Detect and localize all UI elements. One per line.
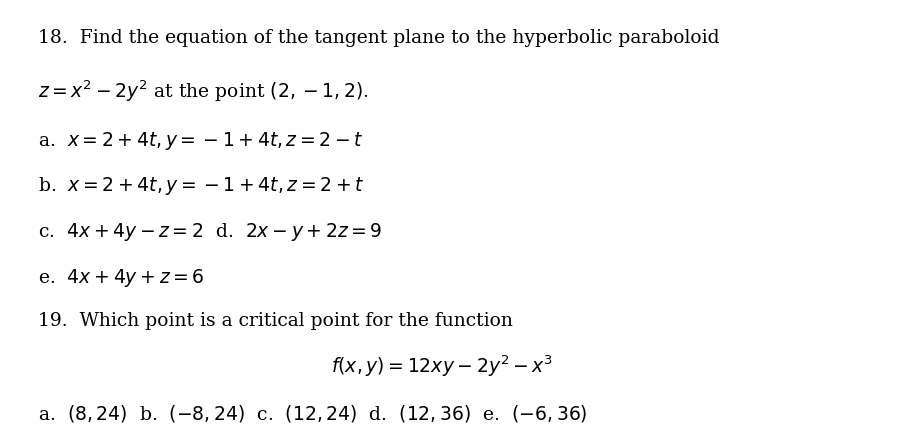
Text: b.  $x = 2 + 4t, y = -1 + 4t, z = 2 + t$: b. $x = 2 + 4t, y = -1 + 4t, z = 2 + t$: [38, 176, 365, 198]
Text: a.  $x = 2 + 4t, y = -1 + 4t, z = 2 - t$: a. $x = 2 + 4t, y = -1 + 4t, z = 2 - t$: [38, 130, 364, 152]
Text: e.  $4x + 4y + z = 6$: e. $4x + 4y + z = 6$: [38, 267, 205, 288]
Text: a.  $(8, 24)$  b.  $(-8, 24)$  c.  $(12, 24)$  d.  $(12, 36)$  e.  $(-6, 36)$: a. $(8, 24)$ b. $(-8, 24)$ c. $(12, 24)$…: [38, 403, 587, 424]
Text: c.  $4x + 4y - z = 2$  d.  $2x - y + 2z = 9$: c. $4x + 4y - z = 2$ d. $2x - y + 2z = 9…: [38, 221, 383, 243]
Text: $z = x^2 - 2y^2$ at the point $(2, -1, 2)$.: $z = x^2 - 2y^2$ at the point $(2, -1, 2…: [38, 79, 368, 104]
Text: 18.  Find the equation of the tangent plane to the hyperbolic paraboloid: 18. Find the equation of the tangent pla…: [38, 29, 719, 47]
Text: 19.  Which point is a critical point for the function: 19. Which point is a critical point for …: [38, 312, 513, 330]
Text: $f(x, y) = 12xy - 2y^2 - x^3$: $f(x, y) = 12xy - 2y^2 - x^3$: [331, 354, 553, 379]
